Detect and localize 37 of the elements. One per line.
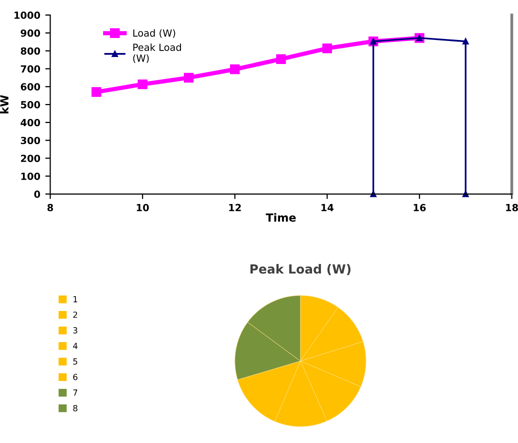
x-axis-title: Time xyxy=(266,213,296,222)
legend-label: 7 xyxy=(73,390,78,396)
point xyxy=(230,64,240,74)
y-tick-label: 1000 xyxy=(14,12,40,19)
x-tick-label: 8 xyxy=(47,204,54,212)
legend-label: Load (W) xyxy=(133,29,176,38)
y-tick-label: 600 xyxy=(20,83,40,90)
x-tick-label: 18 xyxy=(506,204,518,212)
x-tick-label: 10 xyxy=(136,204,149,212)
x-tick-label: 16 xyxy=(414,204,426,212)
x-tick-label: 14 xyxy=(322,204,334,212)
legend-label: 6 xyxy=(73,374,78,380)
y-tick-label: 900 xyxy=(20,29,40,37)
legend-label: 4 xyxy=(73,342,78,349)
y-tick-label: 400 xyxy=(20,118,40,126)
legend-label: 3 xyxy=(73,327,78,334)
point xyxy=(92,87,102,97)
y-tick-label: 0 xyxy=(34,190,40,198)
y-tick-label: 200 xyxy=(21,154,40,162)
y-tick-label: 700 xyxy=(20,65,40,73)
y-tick-label: 800 xyxy=(20,47,40,55)
y-tick-label: 500 xyxy=(20,101,40,108)
x-tick-label: 12 xyxy=(229,204,241,212)
y-tick-label: 300 xyxy=(20,136,40,144)
legend-label: 1 xyxy=(74,296,78,302)
legend-label: 8 xyxy=(73,404,78,412)
legend-label: 5 xyxy=(73,358,78,365)
chart-title: Peak Load (W) xyxy=(250,264,350,276)
point xyxy=(184,72,194,83)
point xyxy=(138,79,148,90)
y-tick-label: 100 xyxy=(21,172,40,180)
y-axis-title: kW xyxy=(0,95,8,114)
legend-label: Peak Load (W) xyxy=(133,43,181,64)
point xyxy=(322,43,332,54)
point xyxy=(370,190,376,198)
point xyxy=(276,54,286,64)
legend-label: 2 xyxy=(73,312,78,318)
